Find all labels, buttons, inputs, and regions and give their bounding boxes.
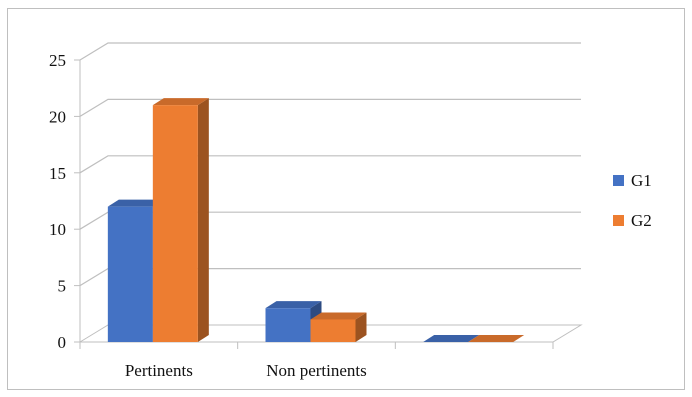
category-label: Non pertinents bbox=[266, 361, 367, 380]
bar-top bbox=[310, 312, 367, 320]
legend-label-g2: G2 bbox=[631, 211, 652, 230]
y-tick-label: 20 bbox=[49, 107, 66, 126]
bar-front bbox=[310, 319, 356, 342]
y-tick-label: 25 bbox=[49, 51, 66, 70]
category-label: Pertinents bbox=[125, 361, 193, 380]
bar-g2 bbox=[152, 98, 209, 343]
gridline bbox=[79, 155, 581, 174]
bar-front bbox=[152, 105, 198, 343]
y-axis: 0 5 10 15 20 25 bbox=[49, 51, 81, 352]
bar-side bbox=[355, 312, 367, 342]
bar-top bbox=[152, 98, 209, 106]
legend-swatch-g1 bbox=[613, 175, 624, 186]
bar-top bbox=[265, 301, 322, 309]
bar-front bbox=[265, 308, 311, 342]
y-tick-label: 5 bbox=[58, 277, 67, 296]
gridline bbox=[79, 98, 581, 117]
bar-g1 bbox=[423, 335, 480, 342]
legend-label-g1: G1 bbox=[631, 171, 652, 190]
y-tick-label: 10 bbox=[49, 220, 66, 239]
bar-top bbox=[468, 335, 525, 342]
bar-top bbox=[107, 199, 164, 207]
bar-g2 bbox=[468, 335, 525, 342]
bar-front bbox=[107, 206, 153, 342]
legend: G1 G2 bbox=[613, 171, 652, 230]
gridline bbox=[79, 42, 581, 61]
y-tick-label: 0 bbox=[58, 333, 67, 352]
bar-side bbox=[197, 98, 209, 343]
bar-top bbox=[423, 335, 480, 342]
bars bbox=[107, 98, 525, 343]
y-tick-label: 15 bbox=[49, 164, 66, 183]
bar-g2 bbox=[310, 312, 367, 342]
legend-swatch-g2 bbox=[613, 215, 624, 226]
